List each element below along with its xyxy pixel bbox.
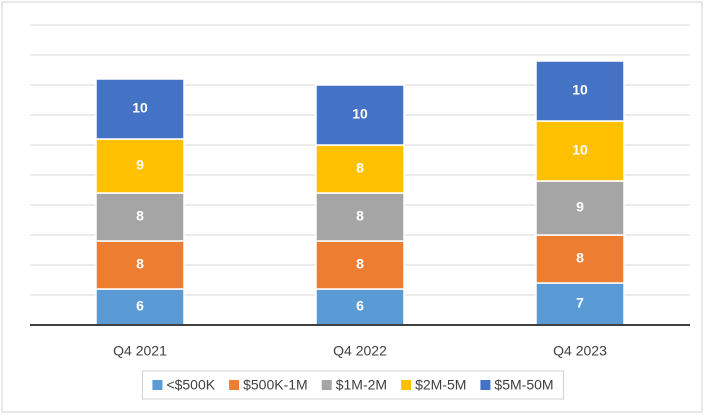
legend: <$500K $500K-1M $1M-2M $2M-5M $5M-50M bbox=[141, 370, 565, 400]
data-label: 8 bbox=[356, 208, 364, 224]
data-label: 8 bbox=[356, 256, 364, 272]
bar-segment bbox=[315, 84, 405, 146]
bar-segment bbox=[95, 192, 185, 242]
legend-label: $5M-50M bbox=[494, 377, 553, 393]
bar-segment bbox=[95, 78, 185, 140]
legend-label: $2M-5M bbox=[415, 377, 466, 393]
legend-label: $1M-2M bbox=[336, 377, 387, 393]
data-label: 8 bbox=[356, 160, 364, 176]
data-label: 9 bbox=[576, 199, 584, 215]
data-label: 10 bbox=[572, 82, 588, 98]
data-label: 10 bbox=[132, 100, 148, 116]
legend-swatch bbox=[321, 380, 332, 390]
x-tick-label: Q4 2022 bbox=[333, 343, 387, 359]
legend-label: $500K-1M bbox=[243, 377, 308, 393]
legend-swatch bbox=[152, 380, 163, 390]
bar-segment bbox=[95, 138, 185, 194]
data-label: 8 bbox=[136, 208, 144, 224]
data-label: 6 bbox=[136, 298, 144, 314]
legend-swatch bbox=[229, 380, 240, 390]
bar-segment bbox=[535, 234, 625, 284]
x-tick-label: Q4 2023 bbox=[553, 343, 607, 359]
x-tick-label: Q4 2021 bbox=[113, 343, 167, 359]
data-label: 6 bbox=[356, 298, 364, 314]
bar-segment bbox=[95, 288, 185, 326]
data-label: 7 bbox=[576, 295, 584, 311]
bar-segment bbox=[315, 144, 405, 194]
data-label: 8 bbox=[136, 256, 144, 272]
legend-swatch bbox=[401, 380, 412, 390]
bar-segment bbox=[535, 282, 625, 326]
data-label: 10 bbox=[352, 106, 368, 122]
legend-label: <$500K bbox=[166, 377, 215, 393]
legend-box bbox=[141, 370, 565, 400]
legend-swatch bbox=[480, 380, 491, 390]
bar-segment bbox=[535, 120, 625, 182]
data-label: 9 bbox=[136, 157, 144, 173]
bar-segment bbox=[535, 60, 625, 122]
data-label: 10 bbox=[572, 142, 588, 158]
data-label: 8 bbox=[576, 250, 584, 266]
bar-segment bbox=[95, 240, 185, 290]
